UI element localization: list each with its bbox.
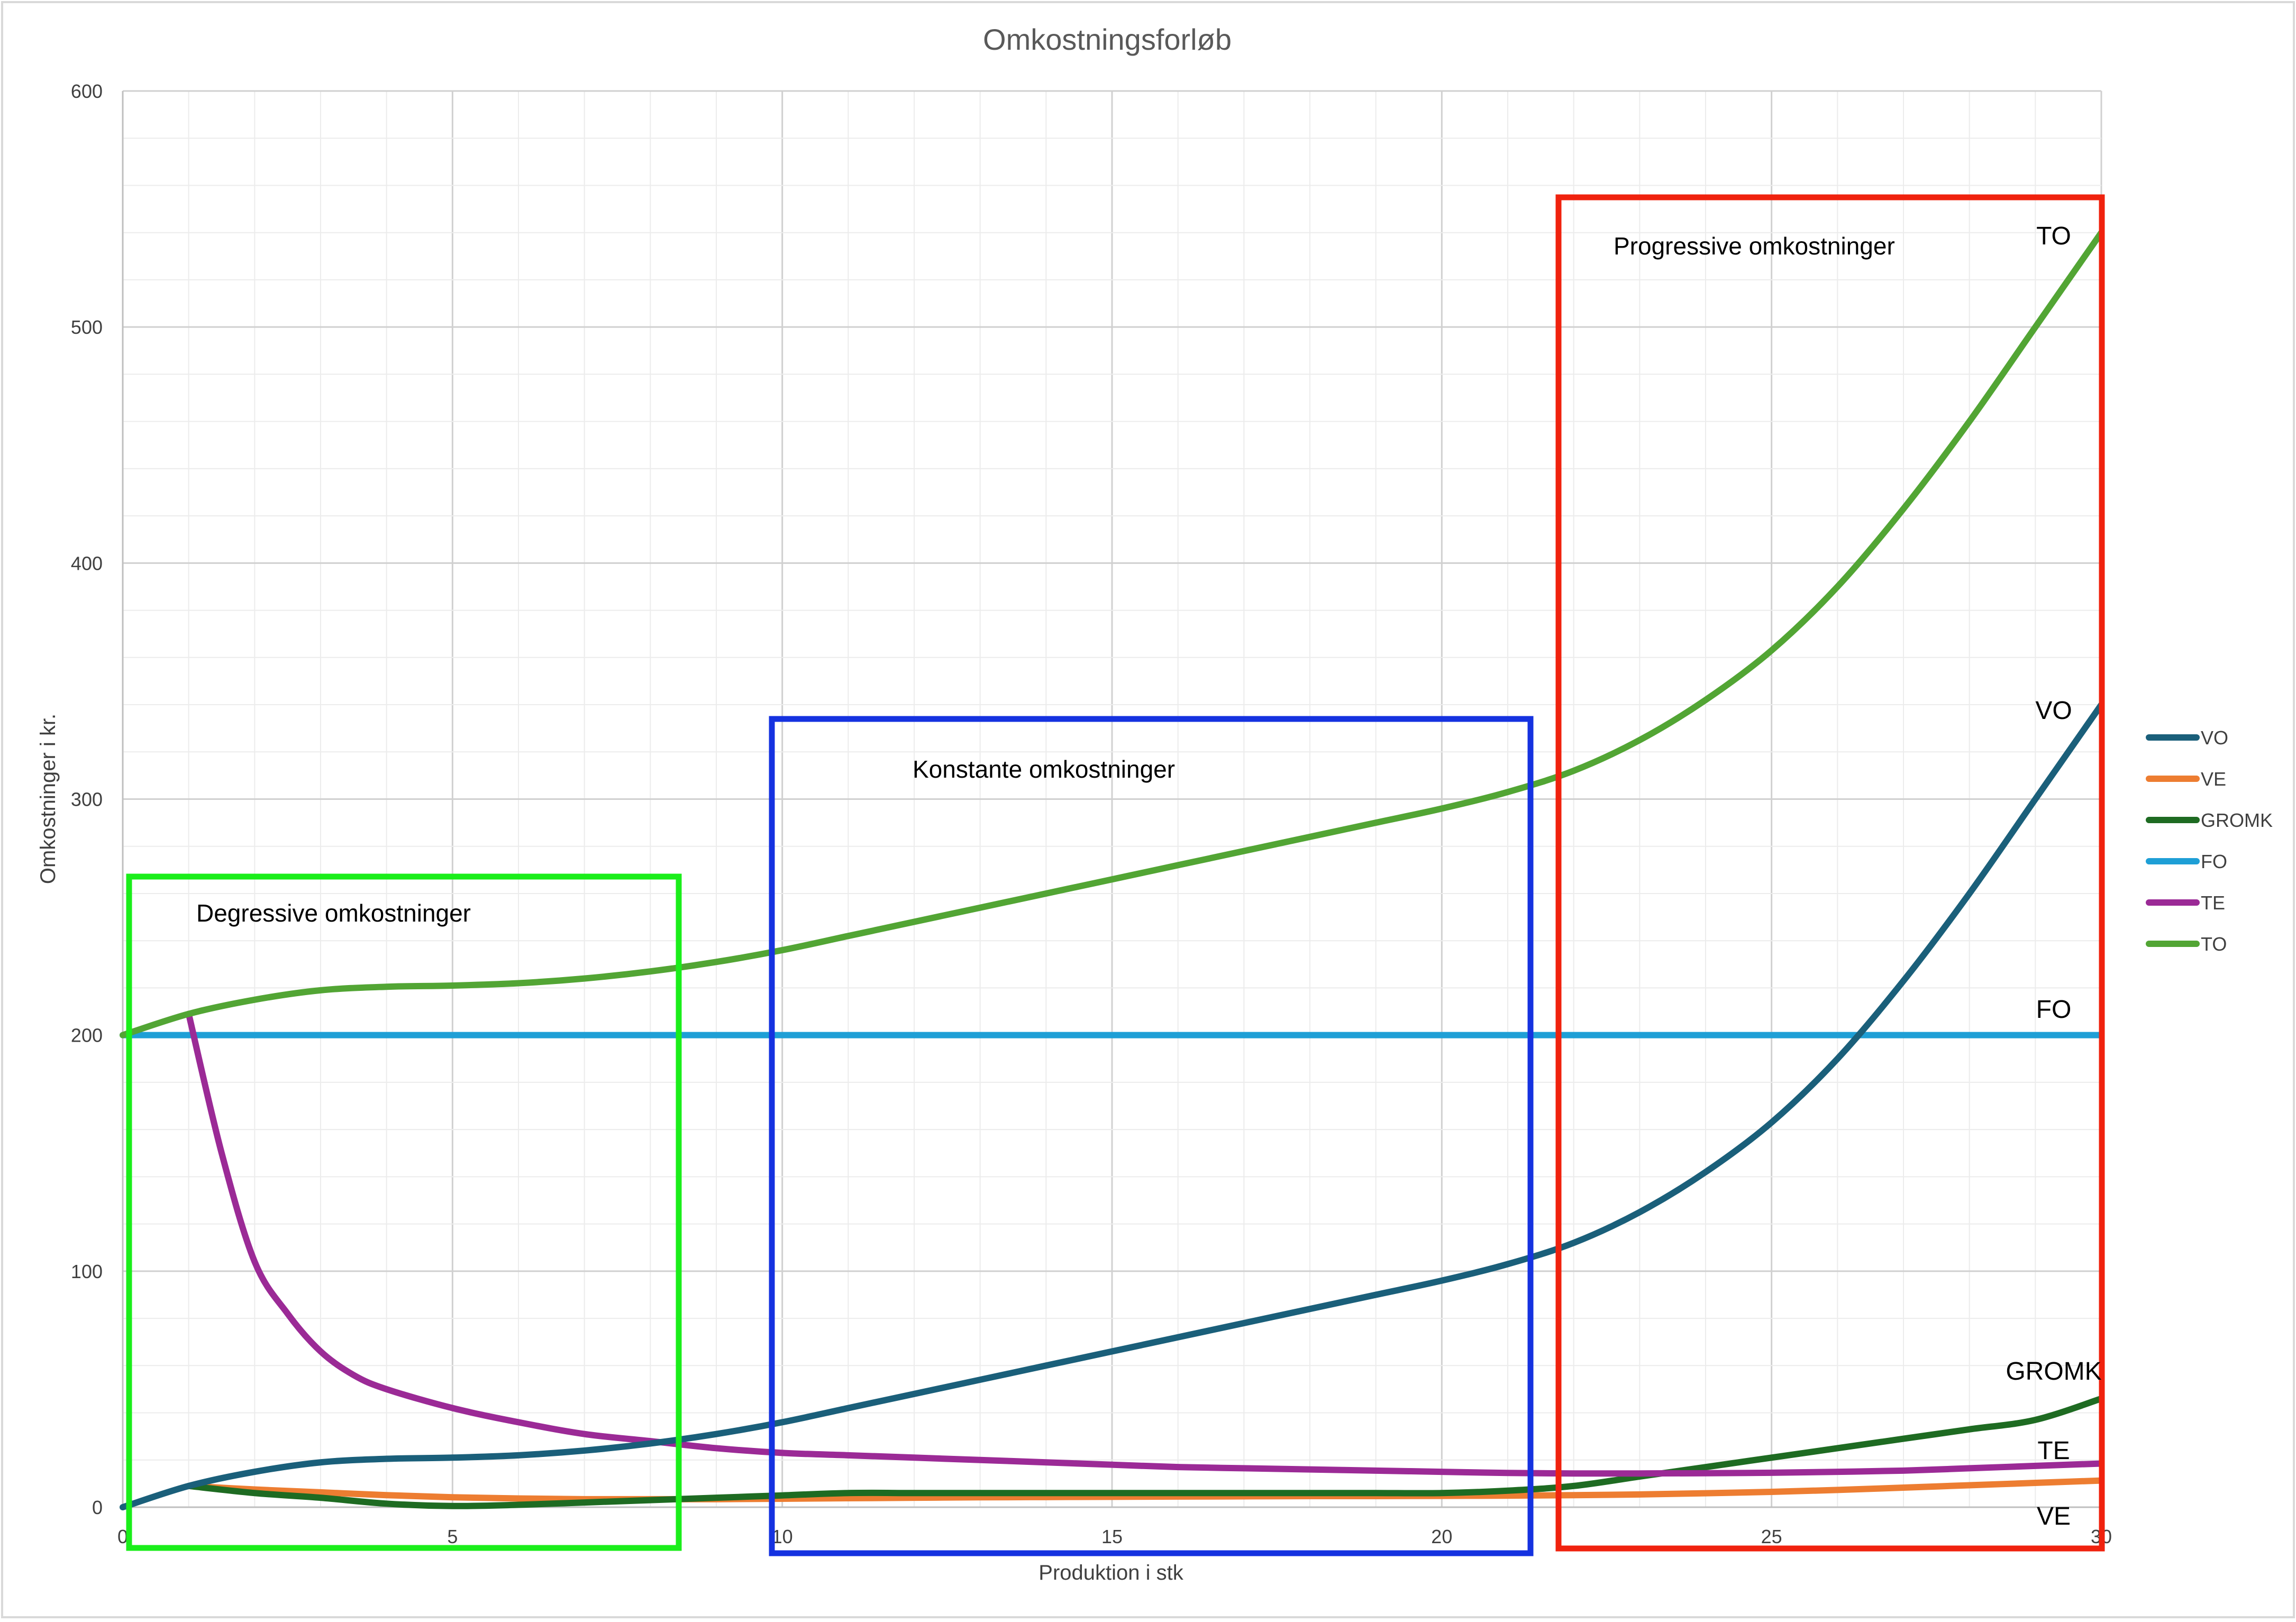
y-tick-label: 0 xyxy=(92,1497,103,1518)
legend-label-te: TE xyxy=(2201,892,2225,914)
legend-label-to: TO xyxy=(2201,933,2227,955)
y-tick-label: 100 xyxy=(71,1261,103,1282)
series-line-te xyxy=(185,1010,2104,1477)
y-tick-label: 300 xyxy=(71,789,103,810)
y-tick-label: 500 xyxy=(71,316,103,338)
x-tick-label: 5 xyxy=(447,1526,458,1547)
series-line-vo xyxy=(120,701,2104,1510)
grid xyxy=(122,90,2102,1508)
series-line-gromk xyxy=(185,1395,2104,1509)
y-tick-label: 200 xyxy=(71,1025,103,1046)
series-line-to xyxy=(120,229,2104,1038)
legend-label-vo: VO xyxy=(2201,727,2228,749)
region-box-degressive xyxy=(126,873,682,1551)
y-tick-label: 400 xyxy=(71,552,103,574)
legend-label-gromk: GROMK xyxy=(2201,809,2273,831)
region-label-degressive: Degressive omkostninger xyxy=(196,899,471,927)
end-label-ve: VE xyxy=(2037,1502,2071,1530)
region-label-progressive: Progressive omkostninger xyxy=(1614,232,1895,260)
legend-label-fo: FO xyxy=(2201,851,2227,872)
legend-label-ve: VE xyxy=(2201,768,2226,790)
region-box-progressive xyxy=(1555,194,2105,1552)
y-tick-label: 600 xyxy=(71,80,103,102)
chart-title: Omkostningsforløb xyxy=(983,23,1232,56)
x-tick-label: 15 xyxy=(1101,1526,1123,1547)
end-label-gromk: GROMK xyxy=(2006,1357,2101,1386)
end-labels: TO VO FO GROMK TE VE xyxy=(2006,222,2101,1530)
x-tick-label: 10 xyxy=(772,1526,793,1547)
end-label-te: TE xyxy=(2037,1437,2070,1465)
y-axis-title: Omkostninger i kr. xyxy=(37,714,60,884)
end-label-vo: VO xyxy=(2035,697,2072,725)
x-tick-label: 20 xyxy=(1431,1526,1452,1547)
region-label-konstante: Konstante omkostninger xyxy=(913,755,1175,783)
region-box-konstante xyxy=(769,716,1534,1556)
end-label-to: TO xyxy=(2036,222,2071,250)
legend: VO VE GROMK FO TE TO xyxy=(2146,727,2273,955)
x-tick-label: 25 xyxy=(1761,1526,1782,1547)
x-tick-label: 0 xyxy=(117,1526,128,1547)
end-label-fo: FO xyxy=(2036,996,2072,1024)
x-axis-title: Produktion i stk xyxy=(1038,1561,1183,1584)
series-line-ve xyxy=(185,1477,2104,1502)
regions: Degressive omkostninger Konstante omkostn… xyxy=(126,194,2105,1556)
series xyxy=(120,229,2104,1510)
